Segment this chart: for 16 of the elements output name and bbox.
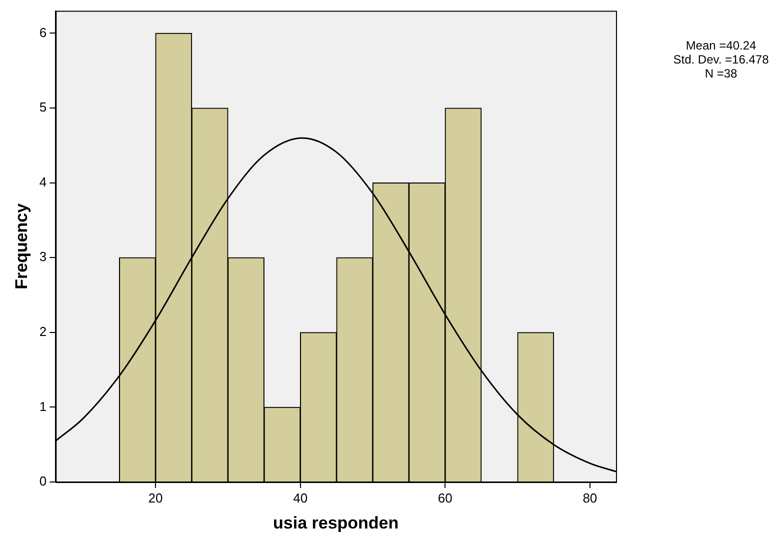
x-tick-label: 80 — [582, 490, 598, 506]
y-tick-label: 0 — [39, 474, 47, 489]
y-tick-label: 2 — [39, 324, 47, 339]
y-axis-title: Frequency — [12, 202, 31, 290]
x-tick-label: 40 — [293, 490, 308, 506]
y-tick-label: 4 — [39, 174, 47, 190]
y-tick-label: 3 — [39, 249, 47, 264]
y-tick-label: 5 — [39, 100, 47, 115]
y-tick-label: 6 — [39, 24, 47, 40]
x-tick-label: 20 — [148, 490, 163, 506]
text: Mean =40.24 — [686, 38, 757, 52]
x-tick-label: 60 — [438, 490, 452, 506]
y-tick-label: 1 — [39, 398, 47, 414]
x-axis-title: usia responden — [272, 513, 399, 532]
text: N =38 — [704, 66, 738, 80]
text: Std. Dev. =16.478 — [673, 52, 770, 66]
